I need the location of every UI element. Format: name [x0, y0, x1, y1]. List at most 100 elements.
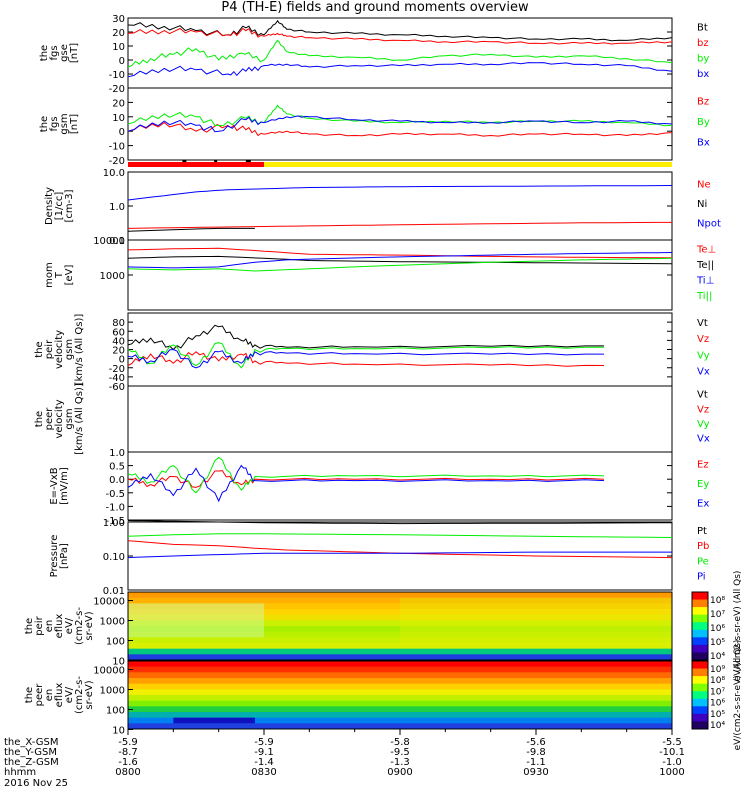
x-tick-label-hhmm: 1000	[659, 767, 684, 778]
fgs-gsm-ytick-label: -10	[109, 142, 125, 153]
fgs-gsm-series-By	[127, 104, 673, 127]
x-tick-label-the_Y-GSM: -10.1	[659, 747, 685, 758]
peer-en-eflux-colorbar-cell	[692, 706, 708, 715]
x-tick-label-the_X-GSM: -5.8	[390, 737, 410, 748]
peer-velocity-frame	[127, 385, 673, 453]
mom-temperature-ylabel-line: [eV]	[64, 265, 75, 286]
peir-velocity-ytick-label: 20	[112, 346, 125, 357]
pressure-legend-3: Pi	[697, 571, 706, 582]
peer-en-eflux-colorbar-cell	[692, 683, 708, 692]
x-tick-label-the_X-GSM: -5.5	[662, 737, 682, 748]
peir-en-eflux-colorbar-tick: 10⁷	[710, 610, 725, 620]
peer-en-eflux-ytick-label: 10	[112, 726, 125, 737]
fgs-gsm-ylabel-line: [nT]	[69, 114, 80, 134]
fgs-gse-series-Bt	[127, 19, 673, 42]
peer-en-eflux-colorbar-tick: 10⁸	[710, 676, 725, 686]
fgs-gse-legend-3: bx	[697, 69, 709, 80]
peer-en-eflux-ylabel-line: eV/	[64, 686, 75, 703]
x-tick-label-the_X-GSM: -5.9	[118, 737, 138, 748]
peir-en-eflux-colorbar-cell	[692, 629, 708, 638]
fgs-gse-series-bz	[127, 27, 673, 45]
fgs-gsm-ytick-label: 0	[119, 127, 125, 138]
x-row-label: the_Z-GSM	[4, 757, 59, 768]
density-legend-2: Npot	[697, 218, 721, 229]
peer-en-eflux-ylabel-line: the	[24, 687, 35, 703]
peir-en-eflux-colorbar-cell	[692, 599, 708, 608]
peer-en-eflux-colorbar-tick: 10⁷	[710, 687, 725, 697]
efield-legend-2: Ex	[697, 498, 709, 509]
mom-temperature-series-Te||	[127, 255, 673, 265]
efield-ytick-label: -1.5	[105, 516, 125, 527]
pressure-series-Pe	[127, 533, 673, 538]
efield-ytick-label: 0.0	[109, 475, 125, 486]
fgs-gsm-series-Bx	[127, 115, 673, 133]
fgs-gsm-ylabel-line: gsm	[59, 113, 70, 134]
peer-velocity-ylabel-line: gsm	[64, 408, 75, 429]
peir-velocity-legend-2: Vy	[697, 350, 710, 361]
x-tick-label-the_X-GSM: -5.6	[526, 737, 546, 748]
status-bar-mark	[245, 160, 251, 162]
peer-en-eflux-colorbar-cell	[692, 668, 708, 677]
fgs-gse-ytick-label: 10	[112, 42, 125, 53]
peir-velocity-series-Vx	[127, 348, 604, 369]
density-frame	[127, 171, 673, 241]
x-tick-label-the_Z-GSM: -1.4	[254, 757, 274, 768]
peir-en-eflux-band	[128, 603, 672, 610]
peer-en-eflux-band	[128, 695, 672, 702]
peir-en-eflux-band	[128, 614, 672, 621]
peer-en-eflux-band	[128, 689, 672, 696]
peir-en-eflux-ylabel-line: en	[44, 620, 55, 633]
peir-velocity-legend-3: Vx	[697, 367, 710, 378]
peer-velocity-legend-1: Vz	[697, 404, 709, 415]
peir-en-eflux-band	[128, 637, 672, 644]
peer-en-eflux-band	[128, 700, 672, 707]
pressure-legend-1: Pb	[697, 541, 709, 552]
mom-temperature-series-Ti||	[127, 257, 673, 272]
mom-temperature-frame	[127, 239, 673, 311]
peer-en-eflux-colorbar-tick: 10⁵	[710, 710, 725, 720]
efield-ytick-label: 0.5	[109, 462, 125, 473]
fgs-gse-ytick-label: 0	[119, 56, 125, 67]
x-tick-label-the_Y-GSM: -9.5	[390, 747, 410, 758]
peer-velocity-legend-3: Vx	[697, 434, 710, 445]
efield-ylabel-line: [mV/m]	[59, 467, 70, 505]
x-tick-label-the_X-GSM: -5.9	[254, 737, 274, 748]
peir-en-eflux-band	[128, 648, 672, 655]
peir-en-eflux-band	[128, 609, 672, 616]
peer-en-eflux-band	[128, 706, 672, 713]
density-ylabel-line: [cm-3]	[64, 189, 75, 222]
peir-en-eflux-ylabel-line: eV/	[64, 617, 75, 634]
x-tick-label-the_Z-GSM: -1.3	[390, 757, 410, 768]
fgs-gsm-ytick-label: 20	[112, 98, 125, 109]
peer-en-eflux-band	[128, 723, 672, 730]
peer-en-eflux-ytick-label: 10000	[93, 666, 125, 677]
x-row-label: the_X-GSM	[4, 737, 58, 748]
peer-velocity-ylabel-line: peer	[44, 407, 55, 431]
pressure-series-Pb	[127, 540, 673, 559]
peer-en-eflux-band	[128, 717, 672, 724]
efield-ytick-label: -0.5	[105, 489, 125, 500]
fgs-gse-ytick-label: 20	[112, 28, 125, 39]
peer-en-eflux-colorbar-label: eV/(cm2-s-sr-eV) (All Qs)	[733, 640, 743, 751]
mom-temperature-legend-3: Ti||	[696, 291, 712, 302]
peir-en-eflux-frame	[127, 591, 673, 661]
peir-en-eflux-ylabel-line: sr-eV)	[84, 611, 95, 640]
peer-en-eflux-colorbar-cell	[692, 691, 708, 700]
fgs-gse-series-by	[127, 39, 673, 68]
pressure-ylabel-line: Pressure	[49, 535, 60, 578]
peer-en-eflux-ytick-label: 1000	[100, 686, 125, 697]
mom-temperature-series-Te⊥	[127, 247, 673, 259]
peer-en-eflux-colorbar-tick: 10⁹	[710, 665, 725, 675]
peir-velocity-ylabel-line: gsm	[64, 339, 75, 360]
x-tick-label-the_Z-GSM: -1.0	[662, 757, 682, 768]
peer-velocity-ylabel-line: [km/s (All Qs)]	[74, 383, 85, 455]
mom-temperature-legend-0: Te⊥	[696, 244, 716, 255]
peir-velocity-ytick-label: 0	[119, 355, 125, 366]
peir-velocity-ylabel-line: peir	[44, 339, 55, 359]
x-row-label: the_Y-GSM	[4, 747, 57, 758]
peer-en-eflux-colorbar-tick: 10⁶	[710, 699, 725, 709]
fgs-gse-legend-2: by	[697, 54, 709, 65]
peer-en-eflux-colorbar-tick: 10⁴	[710, 721, 725, 731]
peir-en-eflux-band	[128, 631, 672, 638]
x-tick-label-hhmm: 0900	[387, 767, 412, 778]
